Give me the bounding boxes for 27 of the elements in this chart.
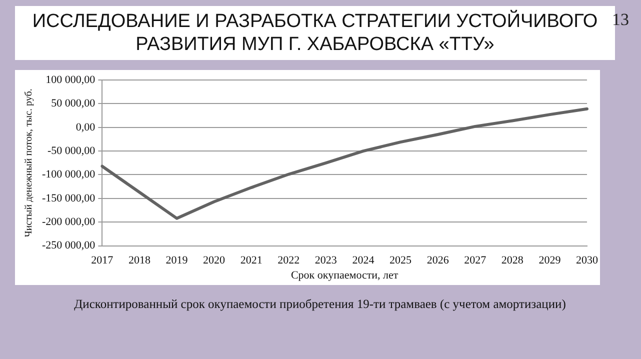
y-tick-label: -250 000,00	[42, 240, 96, 252]
y-tick-label: -50 000,00	[47, 144, 96, 157]
x-tick-label: 2019	[166, 254, 188, 266]
x-tick-label: 2028	[501, 254, 524, 266]
y-tick-label: -150 000,00	[42, 192, 96, 204]
y-tick-label: -200 000,00	[42, 216, 96, 228]
x-tick-label: 2023	[314, 254, 338, 266]
chart-title: ИССЛЕДОВАНИЕ И РАЗРАБОТКА СТРАТЕГИИ УСТОЙЧИВОГО РАЗВИТИЯ МУП Г. ХАБАРОВСКА «ТТУ»	[32, 11, 598, 55]
y-axis-title: Чистый денежный поток, тыс. руб.	[24, 88, 35, 238]
x-tick-label: 2017	[91, 254, 114, 266]
y-tick-label: 100 000,00	[46, 74, 96, 86]
x-tick-label: 2018	[128, 254, 151, 266]
y-tick-label: 0,00	[76, 121, 96, 134]
x-tick-label: 2020	[203, 254, 226, 266]
x-axis-title: Срок окупаемости, лет	[290, 269, 398, 282]
x-tick-label: 2024	[352, 254, 375, 266]
x-tick-label: 2030	[576, 254, 598, 266]
x-tick-label: 2029	[538, 254, 562, 266]
x-tick-label: 2027	[464, 254, 487, 266]
y-tick-label: 50 000,00	[51, 98, 96, 110]
y-tick-label: -100 000,00	[42, 168, 96, 181]
x-tick-label: 2026	[426, 254, 450, 266]
text: Дисконтированный срок окупаемости приобретения 19-ти трамваев (с учетом амортизации)	[73, 296, 567, 312]
x-tick-label: 2022	[278, 254, 300, 266]
text: 13	[612, 10, 629, 30]
x-tick-label: 2021	[240, 254, 262, 266]
x-tick-label: 2025	[390, 254, 412, 266]
